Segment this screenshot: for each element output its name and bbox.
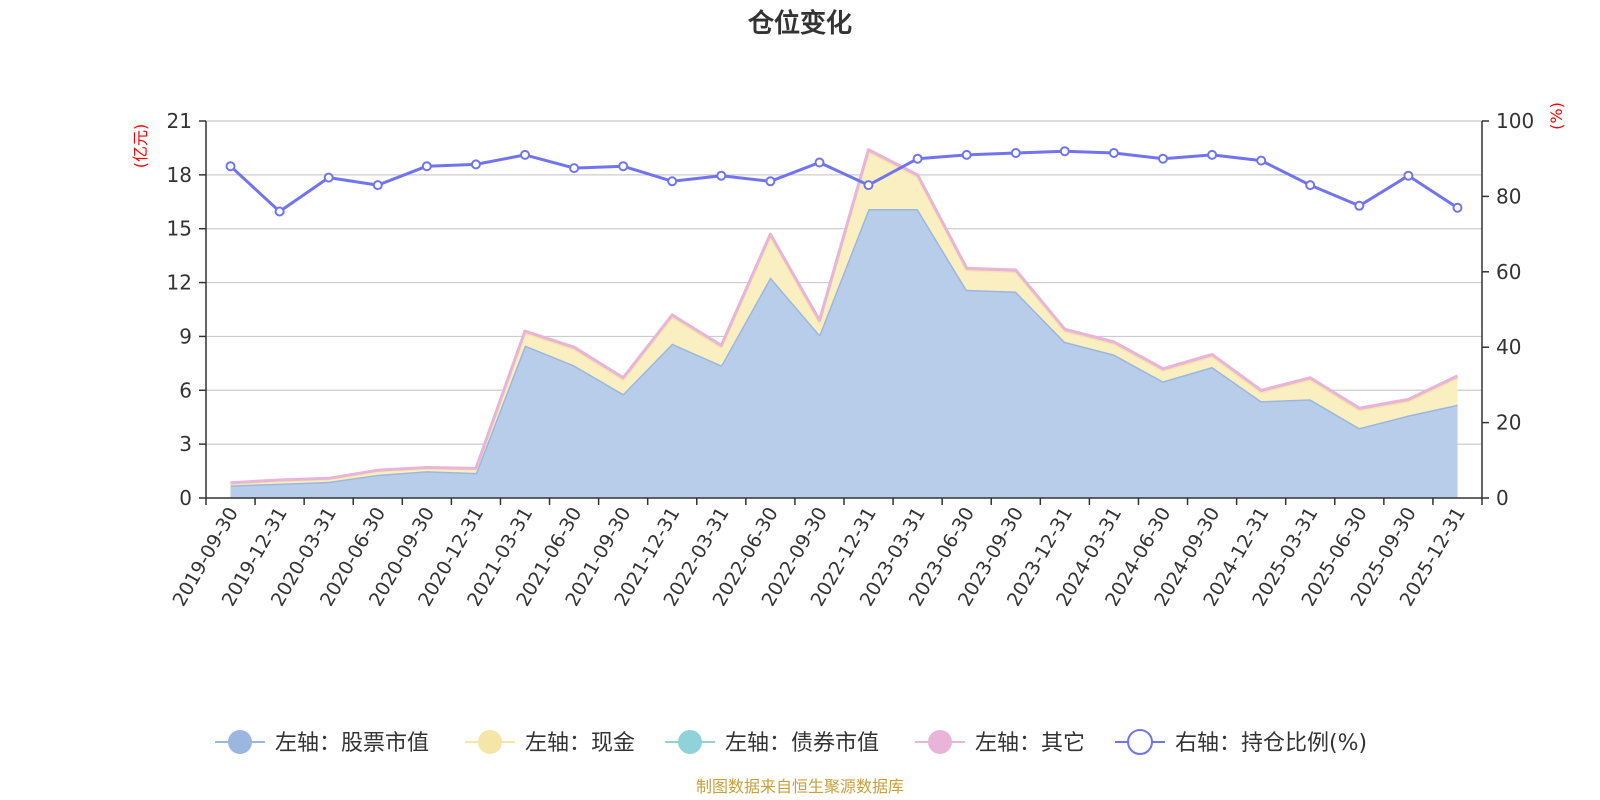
- legend-label: 左轴：股票市值: [275, 731, 429, 756]
- chart-title: 仓位变化: [747, 8, 852, 39]
- left-axis-unit: (亿元): [131, 124, 150, 169]
- left-tick-label: 0: [179, 486, 192, 510]
- ratio-point: [1305, 180, 1316, 191]
- area-edge-3: [230, 148, 1459, 485]
- ratio-point: [863, 180, 874, 191]
- data-source-note: 制图数据来自恒生聚源数据库: [696, 777, 904, 796]
- legend-marker: [928, 730, 952, 754]
- legend-item: 左轴：其它: [915, 730, 1085, 756]
- right-tick-label: 60: [1496, 260, 1521, 284]
- ratio-point: [618, 161, 629, 172]
- ratio-point: [372, 180, 383, 191]
- ratio-point: [912, 153, 923, 164]
- left-tick-label: 15: [167, 217, 192, 241]
- legend-marker: [228, 730, 252, 754]
- left-tick-label: 12: [167, 271, 192, 295]
- left-tick-label: 21: [167, 109, 192, 133]
- ratio-point: [814, 157, 825, 168]
- legend-marker: [478, 730, 502, 754]
- ratio-point: [323, 172, 334, 183]
- ratio-point: [1207, 149, 1218, 160]
- legend-marker: [1127, 729, 1153, 755]
- legend-label: 左轴：债券市值: [725, 731, 879, 756]
- legend-item: 右轴：持仓比例(%): [1115, 729, 1367, 756]
- ratio-point: [1354, 200, 1365, 211]
- ratio-point: [1256, 155, 1267, 166]
- left-tick-label: 9: [179, 324, 192, 348]
- legend-item: 左轴：债券市值: [665, 730, 879, 756]
- position-ratio-line: [225, 146, 1463, 217]
- right-tick-label: 20: [1496, 411, 1521, 435]
- ratio-point: [1010, 148, 1021, 158]
- ratio-point: [1059, 146, 1070, 157]
- legend: 左轴：股票市值 左轴：现金 左轴：债券市值 左轴：其它 右轴：持仓比例(%): [215, 729, 1367, 756]
- left-tick-label: 6: [179, 378, 192, 402]
- ratio-point: [274, 206, 285, 217]
- legend-label: 右轴：持仓比例(%): [1175, 731, 1367, 756]
- right-axis-unit: (%): [1547, 102, 1566, 130]
- ratio-point: [1452, 202, 1463, 213]
- ratio-line-path: [229, 149, 1459, 213]
- ratio-point: [961, 149, 972, 160]
- ratio-point: [225, 161, 236, 172]
- ratio-point: [421, 161, 432, 172]
- legend-marker: [678, 730, 702, 754]
- ratio-point: [1403, 170, 1414, 181]
- ratio-point: [470, 159, 481, 170]
- right-tick-label: 0: [1496, 486, 1509, 510]
- ratio-point: [1158, 153, 1168, 164]
- right-tick-label: 40: [1496, 335, 1521, 359]
- ratio-point: [667, 176, 678, 187]
- area-0: [230, 209, 1458, 498]
- ratio-point: [765, 176, 776, 187]
- stacked-areas: [230, 148, 1459, 498]
- legend-item: 左轴：股票市值: [215, 730, 429, 756]
- right-tick-label: 80: [1496, 184, 1521, 208]
- legend-label: 左轴：其它: [975, 731, 1085, 756]
- ratio-point: [520, 149, 530, 160]
- left-tick-label: 18: [167, 163, 192, 187]
- ratio-point: [569, 163, 580, 174]
- right-tick-label: 100: [1496, 109, 1534, 133]
- legend-item: 左轴：现金: [465, 730, 635, 756]
- left-tick-label: 3: [179, 432, 192, 456]
- legend-label: 左轴：现金: [525, 731, 635, 756]
- ratio-point: [716, 170, 727, 181]
- ratio-point: [1108, 148, 1119, 158]
